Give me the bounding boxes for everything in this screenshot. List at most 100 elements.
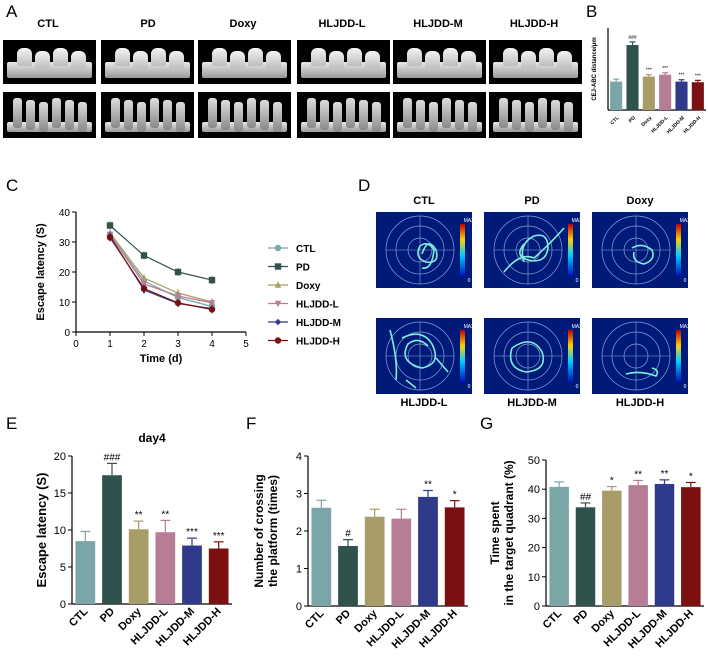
ct-group-label: PD <box>140 18 156 30</box>
ct-group-label: HLJDD-H <box>509 18 559 30</box>
panel-label-e: E <box>6 414 18 433</box>
x-tick-label: 2 <box>141 339 147 350</box>
x-tick-label: CTL <box>67 605 91 629</box>
bar-pd <box>626 45 639 110</box>
data-point <box>174 293 182 300</box>
y-tick-label: 40 <box>59 208 71 219</box>
colorbar-min-label: 0 <box>468 384 471 390</box>
trajectory-map: MAX 0 <box>376 318 472 394</box>
colorbar <box>460 224 465 276</box>
bar-ctl <box>549 486 569 606</box>
significance-mark: *** <box>695 73 701 79</box>
colorbar-min-label: 0 <box>576 384 579 390</box>
bar-hljdd-l <box>391 518 412 606</box>
data-point <box>274 318 282 326</box>
x-axis-label: Time (d) <box>140 353 183 365</box>
legend-label: CTL <box>296 244 315 255</box>
trajectory-group-label: HLJDD-M <box>507 397 557 409</box>
colorbar-max-label: MAX <box>572 218 580 224</box>
bar-hljdd-l <box>628 485 648 606</box>
significance-mark: ## <box>580 492 592 503</box>
bar-doxy <box>602 490 622 606</box>
series-line <box>109 225 213 281</box>
colorbar-max-label: MAX <box>464 324 472 330</box>
bar-hljdd-m <box>418 496 438 606</box>
trajectory-map: MAX 0 <box>484 318 580 394</box>
ct-group-label: HLJDD-L <box>318 18 366 30</box>
legend-label: HLJDD-L <box>296 300 339 311</box>
x-tick-label: 0 <box>73 339 79 350</box>
colorbar <box>568 330 573 382</box>
bar-doxy <box>642 76 655 110</box>
y-tick-label: 20 <box>59 268 71 279</box>
series-line <box>109 232 213 303</box>
y-tick-label: 30 <box>59 238 71 249</box>
bar-doxy <box>364 516 385 606</box>
y-tick-label: 10 <box>54 525 66 537</box>
bar-hljdd-l <box>155 532 176 604</box>
colorbar-max-label: MAX <box>464 218 472 224</box>
significance-mark: # <box>345 529 351 540</box>
y-tick-label: 10 <box>528 572 540 584</box>
ct-image-section <box>297 92 390 138</box>
panel-label-g: G <box>480 414 494 433</box>
y-tick-label: 20 <box>54 451 66 463</box>
bar-hljdd-m <box>675 81 688 110</box>
y-axis-label: Time spent <box>488 501 502 564</box>
data-point <box>274 281 282 288</box>
bar-ctl <box>75 541 96 604</box>
y-axis-label: CEJ-ABC distance/μm <box>592 37 598 100</box>
y-tick-label: 2 <box>296 526 302 538</box>
significance-mark: * <box>453 490 457 501</box>
x-tick-label: 4 <box>209 339 215 350</box>
trajectory-group-label: HLJDD-L <box>400 397 448 409</box>
ct-image-lateral <box>198 40 291 84</box>
data-point <box>174 299 182 307</box>
trajectory-svg: MAX 0 <box>601 321 688 391</box>
y-tick-label: 5 <box>60 562 66 574</box>
data-point <box>140 252 148 259</box>
x-tick-label: PD <box>334 608 353 627</box>
series-hljdd-h <box>106 233 216 314</box>
panel-label-a: A <box>6 2 18 21</box>
panel-label-c: C <box>6 176 19 195</box>
ct-image-lateral <box>489 40 582 84</box>
significance-mark: ** <box>135 510 143 521</box>
bar-ctl <box>311 507 332 606</box>
colorbar-min-label: 0 <box>684 384 687 390</box>
legend-label: Doxy <box>296 281 321 292</box>
data-point <box>106 222 114 229</box>
colorbar-min-label: 0 <box>468 278 471 284</box>
y-tick-label: 0 <box>64 328 70 339</box>
trajectory-map: MAX 0 <box>484 212 580 288</box>
panel-c-line-chart: 0 10 20 30 40 0 1 2 3 4 5 Time (d) Escape latency (S… <box>35 208 341 365</box>
y-tick-label: 10 <box>59 298 71 309</box>
significance-mark: *** <box>213 531 225 542</box>
y-tick-label: 20 <box>528 543 540 555</box>
colorbar <box>676 330 681 382</box>
ct-group-label: Doxy <box>229 18 257 30</box>
x-tick-label: Doxy <box>640 115 653 128</box>
trajectory-group-label: HLJDD-H <box>615 397 665 409</box>
swim-path <box>631 244 654 265</box>
y-tick-label: 15 <box>54 488 66 500</box>
significance-mark: *** <box>186 527 198 538</box>
trajectory-map: MAX 0 <box>376 212 472 288</box>
ct-image-section <box>101 92 194 138</box>
significance-mark: ** <box>424 480 432 491</box>
ct-image-lateral <box>297 40 390 84</box>
colorbar-max-label: MAX <box>680 218 688 224</box>
ct-group-label: CTL <box>37 18 59 30</box>
bar-hljdd-h <box>691 82 704 110</box>
legend-label: HLJDD-H <box>296 337 340 348</box>
significance-mark: ** <box>161 509 169 520</box>
significance-mark: * <box>689 471 693 482</box>
series-pd <box>106 221 216 285</box>
panel-label-b: B <box>586 2 598 21</box>
ct-image-section <box>3 92 96 138</box>
bar-hljdd-h <box>681 487 701 606</box>
x-tick-label: HLJDD-H <box>682 115 702 135</box>
swim-path <box>389 329 449 389</box>
significance-mark: ### <box>104 452 121 463</box>
x-tick-label: CTL <box>541 607 565 631</box>
